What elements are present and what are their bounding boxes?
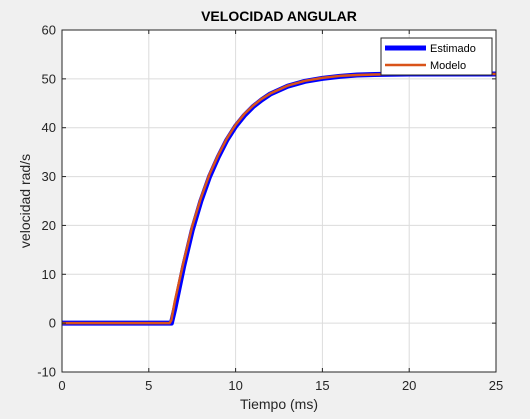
y-tick-label: 10 (42, 267, 56, 282)
x-tick-label: 10 (228, 378, 242, 393)
legend-label-modelo: Modelo (430, 60, 466, 72)
y-tick-label: 30 (42, 169, 56, 184)
x-tick-label: 0 (58, 378, 65, 393)
y-tick-label: -10 (37, 365, 56, 380)
x-tick-labels: 0 5 10 15 20 25 (58, 378, 503, 393)
x-tick-label: 15 (315, 378, 329, 393)
y-tick-labels: -10 0 10 20 30 40 50 60 (37, 23, 56, 380)
chart-title: VELOCIDAD ANGULAR (201, 8, 357, 24)
series-lines (62, 71, 496, 326)
y-axis-label: velocidad rad/s (17, 154, 33, 248)
grid (62, 30, 496, 372)
plot-frame (61, 29, 497, 373)
x-tick-label: 5 (145, 378, 152, 393)
y-tick-label: 0 (49, 316, 56, 331)
plot-area (61, 29, 497, 373)
x-tick-label: 20 (402, 378, 416, 393)
x-axis-label: Tiempo (ms) (240, 396, 318, 412)
y-tick-label: 60 (42, 23, 56, 38)
legend: Estimado Modelo (380, 37, 493, 76)
y-tick-label: 20 (42, 218, 56, 233)
series-line-modelo (62, 72, 496, 325)
x-tick-label: 25 (489, 378, 503, 393)
y-tick-label: 40 (42, 120, 56, 135)
legend-box (380, 37, 493, 76)
y-tick-label: 50 (42, 71, 56, 86)
legend-label-estimado: Estimado (430, 43, 476, 55)
